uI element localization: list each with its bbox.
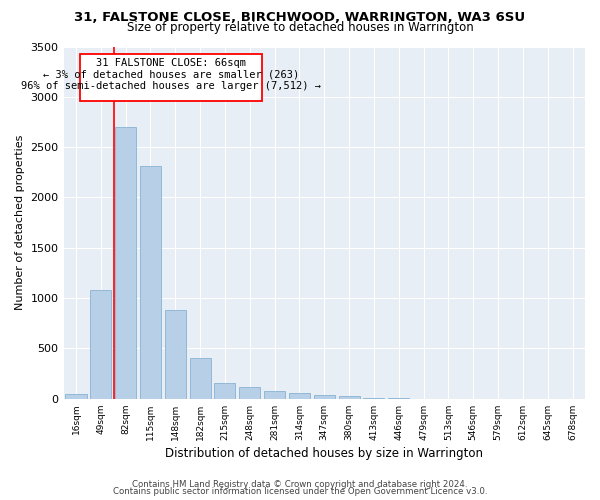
Text: ← 3% of detached houses are smaller (263): ← 3% of detached houses are smaller (263… xyxy=(43,69,299,79)
Text: 31, FALSTONE CLOSE, BIRCHWOOD, WARRINGTON, WA3 6SU: 31, FALSTONE CLOSE, BIRCHWOOD, WARRINGTO… xyxy=(74,11,526,24)
Bar xyxy=(388,398,409,399)
Text: Size of property relative to detached houses in Warrington: Size of property relative to detached ho… xyxy=(127,22,473,35)
Bar xyxy=(190,358,211,399)
Bar xyxy=(289,394,310,399)
Bar xyxy=(264,392,285,399)
Bar xyxy=(338,396,359,399)
Bar xyxy=(314,395,335,399)
Bar xyxy=(115,127,136,399)
Y-axis label: Number of detached properties: Number of detached properties xyxy=(15,135,25,310)
Bar xyxy=(90,290,112,399)
Text: 96% of semi-detached houses are larger (7,512) →: 96% of semi-detached houses are larger (… xyxy=(21,81,321,91)
FancyBboxPatch shape xyxy=(80,54,262,101)
Bar xyxy=(364,398,385,399)
Bar xyxy=(214,383,235,399)
X-axis label: Distribution of detached houses by size in Warrington: Distribution of detached houses by size … xyxy=(165,447,483,460)
Text: 31 FALSTONE CLOSE: 66sqm: 31 FALSTONE CLOSE: 66sqm xyxy=(96,58,246,68)
Text: Contains HM Land Registry data © Crown copyright and database right 2024.: Contains HM Land Registry data © Crown c… xyxy=(132,480,468,489)
Bar xyxy=(165,310,186,399)
Bar xyxy=(140,166,161,399)
Text: Contains public sector information licensed under the Open Government Licence v3: Contains public sector information licen… xyxy=(113,487,487,496)
Bar xyxy=(65,394,86,399)
Bar xyxy=(239,387,260,399)
